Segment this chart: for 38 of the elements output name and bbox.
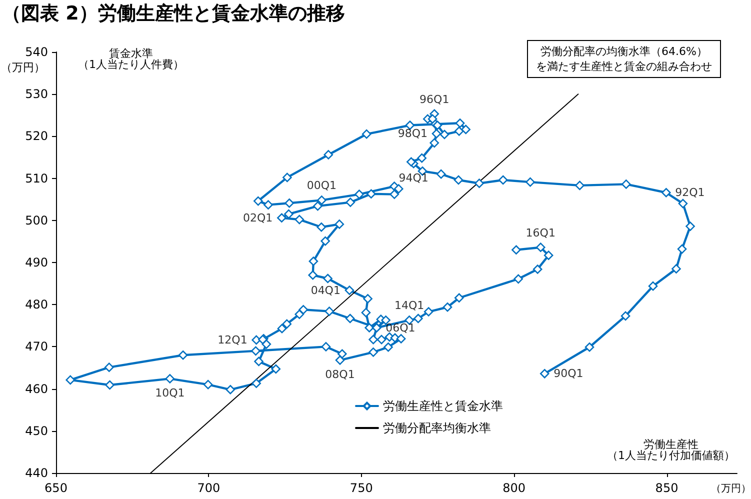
annotation: 96Q1 <box>420 92 450 106</box>
text: （万円） <box>1 61 45 74</box>
legend-label: 労働分配率均衡水準 <box>383 421 491 435</box>
legend-label: 労働生産性と賃金水準 <box>383 399 503 413</box>
x-tick-label: 850 <box>655 481 678 495</box>
y-tick-label: 460 <box>25 382 48 396</box>
annotation: 10Q1 <box>155 386 185 400</box>
text: （万円） <box>711 484 751 494</box>
y-tick-label: 500 <box>25 213 48 228</box>
annotation: 02Q1 <box>243 211 273 224</box>
x-tick-label: 750 <box>350 481 373 495</box>
annotation: 16Q1 <box>526 226 556 240</box>
annotation: 12Q1 <box>218 333 248 346</box>
annotation: 04Q1 <box>310 284 340 297</box>
x-tick-label: 700 <box>197 481 220 495</box>
annotation: 08Q1 <box>325 368 355 382</box>
x-tick-label: 650 <box>44 481 68 495</box>
annotation: 98Q1 <box>398 127 428 140</box>
x-tick-label: 800 <box>502 481 526 495</box>
y-tick-label: 450 <box>25 424 48 438</box>
y-axis-title: 賃金水準（1人当たり人件費） <box>78 47 184 71</box>
y-tick-label: 510 <box>25 171 48 186</box>
chart-title: （図表 2）労働生産性と賃金水準の推移 <box>2 2 345 24</box>
y-tick-label: 490 <box>25 256 48 270</box>
annotation: 92Q1 <box>675 186 705 200</box>
y-tick-label: 540 <box>25 45 48 59</box>
x-axis-title: 労働生産性（1人当たり付加価値額） <box>607 438 735 462</box>
annotation: 90Q1 <box>554 367 584 380</box>
y-tick-label: 480 <box>25 298 48 312</box>
annotation: 94Q1 <box>398 172 428 185</box>
y-tick-label: 520 <box>25 129 48 144</box>
annotation: 14Q1 <box>394 299 424 312</box>
annotation: 06Q1 <box>386 321 416 334</box>
y-tick-label: 530 <box>25 87 48 102</box>
y-tick-label: 440 <box>25 466 48 480</box>
annotation: 00Q1 <box>306 179 337 192</box>
y-tick-label: 470 <box>25 340 48 354</box>
annotation: 労働分配率の均衡水準（64.6%）を満たす生産性と賃金の組み合わせ <box>527 40 721 78</box>
